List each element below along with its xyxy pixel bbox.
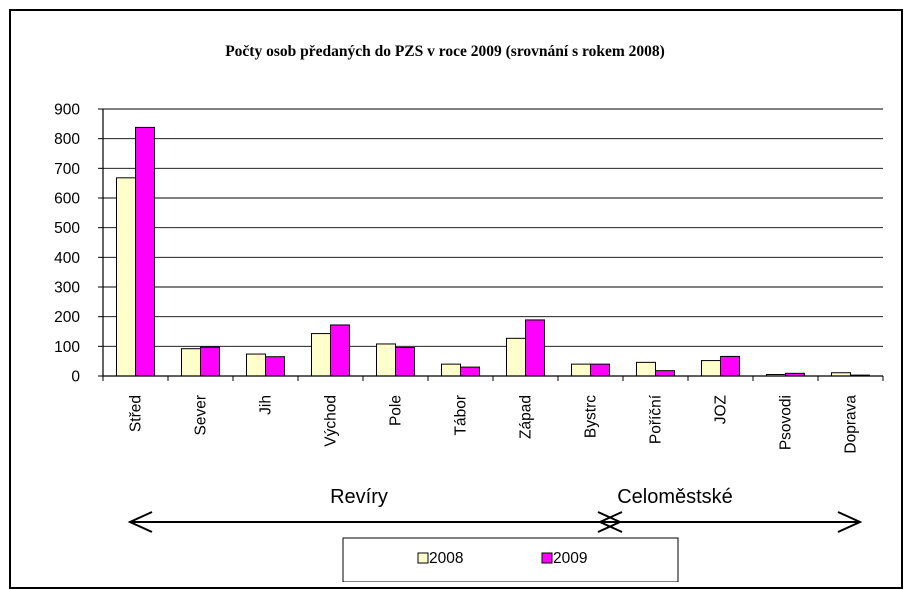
- y-tick-label: 600: [54, 191, 80, 208]
- x-tick-label: Sever: [193, 395, 210, 436]
- bar-2009: [525, 319, 545, 377]
- x-axis: Střed Sever Jih Východ Pole Tábor Západ Bystrc P…: [102, 375, 884, 454]
- arrow-head: [597, 511, 623, 533]
- legend-box: [342, 537, 679, 582]
- x-tick-label: Doprava: [843, 395, 860, 454]
- arrow-head: [837, 511, 863, 533]
- x-tick-label: JOZ: [713, 395, 730, 424]
- x-tick-label: Západ: [518, 395, 535, 439]
- x-tick-label: Psovodi: [778, 395, 795, 450]
- bar-2009: [135, 126, 155, 377]
- bar-2008: [376, 343, 396, 377]
- y-axis: 0 100 200 300 400 500 600 700 800 900: [54, 102, 104, 386]
- y-tick-label: 800: [54, 131, 80, 148]
- bar-2008: [181, 348, 201, 377]
- legend-label-2008: 2008: [429, 550, 463, 567]
- chart-frame: [9, 9, 903, 589]
- x-tick-label: Poříční: [648, 394, 665, 444]
- x-tick-label: Jih: [258, 395, 275, 415]
- bar-2009: [720, 355, 740, 377]
- bar-2008: [636, 361, 656, 377]
- bar-2008: [246, 353, 266, 377]
- x-tick-label: Tábor: [453, 395, 470, 436]
- y-tick-label: 900: [54, 102, 80, 119]
- y-tick-label: 700: [54, 161, 80, 178]
- bars: [116, 126, 870, 377]
- legend-swatch-2009: [541, 552, 553, 564]
- bar-2008: [116, 177, 136, 377]
- y-tick-label: 500: [54, 220, 80, 237]
- y-tick-label: 0: [71, 369, 80, 386]
- category-groups: Revíry Celoměstské: [127, 486, 863, 533]
- y-tick-label: 300: [54, 280, 80, 297]
- legend: 2008 2009: [342, 537, 679, 582]
- bar-2009: [200, 346, 220, 377]
- x-tick-label: Pole: [388, 395, 405, 426]
- bar-2009: [590, 363, 610, 377]
- bar-2008: [441, 363, 461, 377]
- y-tick-label: 200: [54, 309, 80, 326]
- x-tick-label: Bystrc: [583, 395, 600, 438]
- bar-2008: [571, 363, 591, 377]
- bar-2009: [330, 324, 350, 377]
- x-tick-label: Východ: [323, 395, 340, 447]
- bar-2008: [701, 360, 721, 377]
- group-label-celomestske: Celoměstské: [617, 486, 733, 508]
- bar-2009: [265, 356, 285, 377]
- legend-label-2009: 2009: [553, 550, 587, 567]
- bar-2009: [395, 347, 415, 377]
- arrow-head: [127, 511, 153, 533]
- bar-2009: [460, 366, 480, 377]
- legend-swatch-2008: [417, 552, 429, 564]
- x-tick-label: Střed: [128, 395, 145, 432]
- y-tick-label: 400: [54, 250, 80, 267]
- y-tick-label: 100: [54, 339, 80, 356]
- bar-2008: [506, 337, 526, 377]
- gridlines: [103, 108, 883, 347]
- chart-title: Počty osob předaných do PZS v roce 2009 …: [225, 43, 665, 60]
- bar-2009: [655, 370, 675, 377]
- group-label-reviry: Revíry: [330, 486, 388, 508]
- bar-2008: [311, 333, 331, 377]
